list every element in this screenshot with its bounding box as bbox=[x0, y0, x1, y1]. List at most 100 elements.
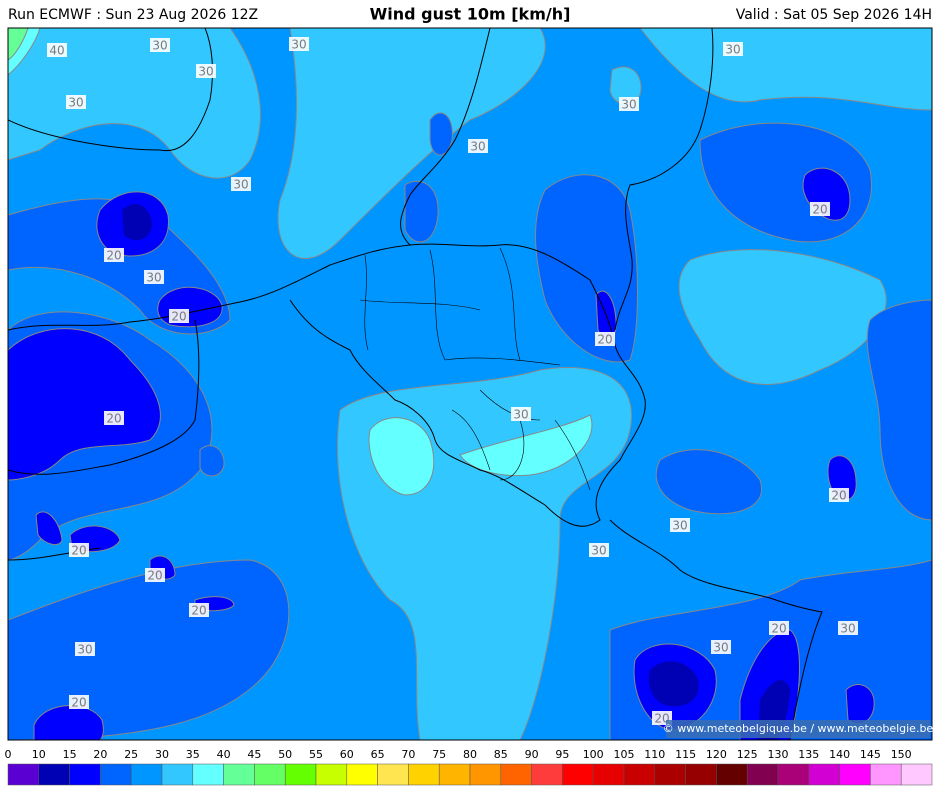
legend-tick-label: 135 bbox=[798, 748, 819, 761]
legend-swatch bbox=[592, 763, 625, 786]
contour-label-bg bbox=[829, 488, 849, 502]
legend-tick-label: 95 bbox=[555, 748, 569, 761]
contour-label: 20 bbox=[106, 249, 121, 263]
legend-tick-label: 110 bbox=[644, 748, 665, 761]
legend-tick-label: 125 bbox=[737, 748, 758, 761]
contour-label: 30 bbox=[77, 643, 92, 657]
legend-tick-label: 100 bbox=[583, 748, 604, 761]
contour-label: 20 bbox=[771, 622, 786, 636]
contour-label: 30 bbox=[840, 622, 855, 636]
valid-time: Valid : Sat 05 Sep 2026 14H bbox=[736, 7, 932, 23]
contour-label-bg bbox=[231, 177, 251, 191]
contour-label: 30 bbox=[725, 43, 740, 57]
legend-swatch bbox=[654, 763, 686, 786]
contour-label-bg bbox=[69, 695, 89, 709]
contour-label: 30 bbox=[591, 544, 606, 558]
legend-swatch bbox=[100, 763, 132, 786]
contour-label-bg bbox=[145, 568, 165, 582]
legend-swatch bbox=[716, 763, 748, 786]
legend-swatch bbox=[870, 763, 902, 786]
contour-label: 20 bbox=[654, 712, 669, 726]
contour-label: 30 bbox=[672, 519, 687, 533]
legend-tick-label: 150 bbox=[891, 748, 912, 761]
contour-label-bg bbox=[196, 64, 216, 78]
legend-swatch bbox=[469, 763, 502, 786]
legend-tick-label: 65 bbox=[371, 748, 385, 761]
legend-swatch bbox=[808, 763, 840, 786]
contour-label-bg bbox=[150, 38, 170, 52]
legend-swatch bbox=[685, 763, 717, 786]
contour-label-bg bbox=[838, 621, 858, 635]
contour-label-bg bbox=[468, 139, 488, 153]
contour-label: 30 bbox=[513, 408, 528, 422]
contour-label-bg bbox=[511, 407, 531, 421]
legend-tick-label: 15 bbox=[63, 748, 77, 761]
legend-tick-label: 105 bbox=[614, 748, 635, 761]
contour-label-bg bbox=[104, 248, 124, 262]
legend-tick-label: 10 bbox=[32, 748, 46, 761]
legend-tick-label: 80 bbox=[463, 748, 477, 761]
contour-label: 20 bbox=[71, 696, 86, 710]
contour-label: 20 bbox=[71, 544, 86, 558]
legend-tick-label: 40 bbox=[217, 748, 231, 761]
contour-label: 20 bbox=[812, 203, 827, 217]
contour-label: 20 bbox=[597, 333, 612, 347]
legend-swatch bbox=[438, 763, 471, 786]
contour-label-bg bbox=[670, 518, 690, 532]
contour-label: 20 bbox=[147, 569, 162, 583]
map-title: Wind gust 10m [km/h] bbox=[370, 5, 571, 24]
legend-swatch bbox=[500, 763, 532, 786]
contour-label: 30 bbox=[713, 641, 728, 655]
legend-tick-label: 145 bbox=[860, 748, 881, 761]
legend-swatch bbox=[777, 763, 810, 786]
legend-swatch bbox=[562, 763, 594, 786]
legend-swatch bbox=[69, 763, 101, 786]
contour-label-bg bbox=[810, 202, 830, 216]
credit: © www.meteobelgique.be / www.meteobelgie… bbox=[663, 722, 934, 735]
legend-swatch bbox=[839, 763, 871, 786]
contour-label: 30 bbox=[470, 140, 485, 154]
legend-swatch bbox=[254, 763, 286, 786]
contour-label: 30 bbox=[152, 39, 167, 53]
contour-label-bg bbox=[723, 42, 743, 56]
map-frame bbox=[7, 27, 933, 741]
contour-label-bg bbox=[104, 411, 124, 425]
legend-swatch bbox=[315, 763, 348, 786]
contour-label-bg bbox=[711, 640, 731, 654]
legend-tick-label: 60 bbox=[340, 748, 354, 761]
contour-label: 20 bbox=[171, 310, 186, 324]
contour-label-bg bbox=[769, 621, 789, 635]
legend-tick-label: 55 bbox=[309, 748, 323, 761]
contour-label: 30 bbox=[146, 271, 161, 285]
legend-swatch bbox=[38, 763, 70, 786]
contour-label: 20 bbox=[831, 489, 846, 503]
contour-label: 30 bbox=[233, 178, 248, 192]
legend-tick-label: 20 bbox=[93, 748, 107, 761]
contour-label-bg bbox=[75, 642, 95, 656]
legend-tick-label: 30 bbox=[155, 748, 169, 761]
legend-tick-label: 75 bbox=[432, 748, 446, 761]
legend-tick-label: 35 bbox=[186, 748, 200, 761]
contour-label: 30 bbox=[291, 38, 306, 52]
run-info: Run ECMWF : Sun 23 Aug 2026 12Z bbox=[8, 7, 258, 23]
contour-label: 20 bbox=[191, 604, 206, 618]
legend-tick-label: 140 bbox=[829, 748, 850, 761]
legend-tick-label: 115 bbox=[675, 748, 696, 761]
contour-label-bg bbox=[289, 37, 309, 51]
contour-label-bg bbox=[169, 309, 189, 323]
legend-swatch bbox=[161, 763, 194, 786]
contour-label-bg bbox=[144, 270, 164, 284]
contour-label-bg bbox=[619, 97, 639, 111]
legend-tick-label: 0 bbox=[5, 748, 12, 761]
legend-swatch bbox=[130, 763, 163, 786]
legend-tick-label: 25 bbox=[124, 748, 138, 761]
legend-swatch bbox=[746, 763, 779, 786]
legend-swatch bbox=[346, 763, 378, 786]
legend-swatch bbox=[192, 763, 224, 786]
contour-label: 30 bbox=[68, 96, 83, 110]
legend-swatch bbox=[7, 763, 40, 786]
contour-label-bg bbox=[69, 543, 89, 557]
legend-tick-label: 120 bbox=[706, 748, 727, 761]
